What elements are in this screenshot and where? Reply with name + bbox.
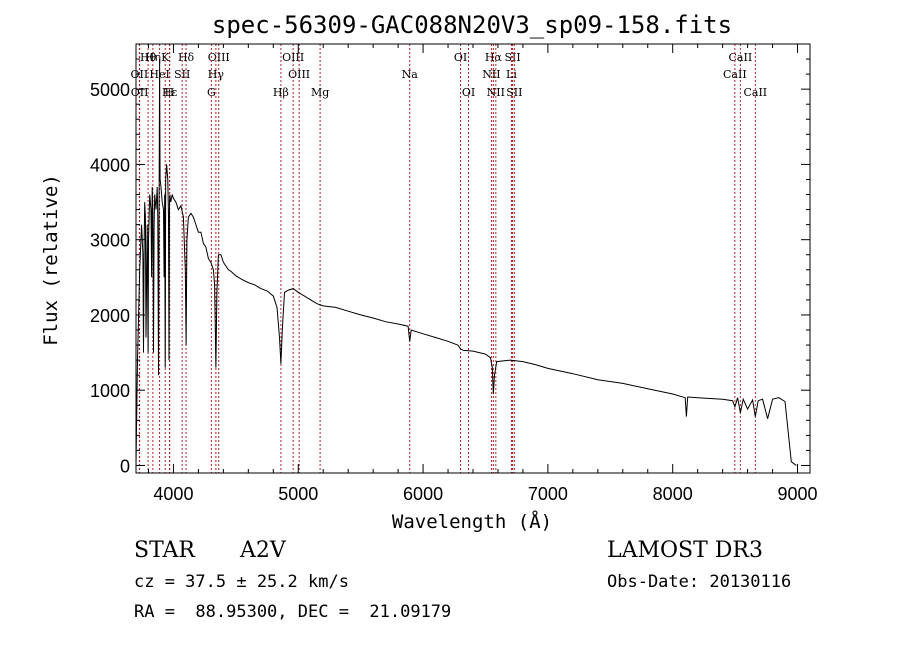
- line-marker-label: SII: [506, 86, 522, 99]
- y-tick-label: 3000: [90, 231, 130, 251]
- obs-date: Obs-Date: 20130116: [607, 572, 792, 592]
- line-marker-label: OII: [131, 86, 149, 99]
- object-class: STAR: [134, 538, 195, 563]
- line-marker-label: G: [207, 86, 216, 99]
- x-tick-label: 9000: [777, 484, 817, 504]
- x-tick-label: 8000: [653, 484, 693, 504]
- line-marker-label: OIII: [282, 51, 304, 64]
- y-tick-label: 5000: [90, 80, 130, 100]
- line-marker-label: CaII: [743, 86, 767, 99]
- x-tick-label: 5000: [278, 484, 318, 504]
- line-marker-label: CaII: [729, 51, 753, 64]
- line-marker-label: SII: [504, 51, 520, 64]
- x-tick-label: 4000: [153, 484, 193, 504]
- line-marker-label: NII: [487, 86, 505, 99]
- line-markers: HθHηKHδOIIIOIIIOIHαSIICaIIOIIHeISIIHγOII…: [131, 44, 767, 473]
- line-marker-label: Hα: [485, 51, 503, 64]
- line-marker-label: CaII: [723, 68, 747, 81]
- line-marker-label: Hγ: [208, 68, 225, 81]
- x-tick-label: 7000: [528, 484, 568, 504]
- line-marker-label: Hδ: [178, 51, 195, 64]
- line-marker-label: H: [165, 86, 175, 99]
- line-marker-label: OIII: [208, 51, 230, 64]
- line-marker-label: OI: [462, 86, 475, 99]
- y-axis-label: Flux (relative): [40, 174, 62, 346]
- line-marker-label: Li: [506, 68, 517, 81]
- coordinates-readout: RA = 88.95300, DEC = 21.09179: [134, 602, 452, 622]
- plot-frame: [135, 43, 811, 474]
- line-marker-label: K: [161, 51, 170, 64]
- line-marker-label: Hη: [145, 51, 161, 64]
- line-marker-label: SII: [174, 68, 190, 81]
- spectrum-line: [135, 59, 797, 466]
- y-tick-label: 4000: [90, 155, 130, 175]
- x-axis-label: Wavelength (Å): [392, 510, 552, 533]
- line-marker-label: OI: [454, 51, 467, 64]
- survey-name: LAMOST DR3: [607, 538, 763, 563]
- line-marker-label: OIII: [288, 68, 310, 81]
- line-marker-label: Hβ: [273, 86, 289, 99]
- y-tick-label: 0: [120, 456, 130, 476]
- redshift-readout: cz = 37.5 ± 25.2 km/s: [134, 572, 349, 592]
- y-axis: 0 1000 2000 3000 4000 5000: [90, 58, 810, 476]
- y-tick-label: 1000: [90, 381, 130, 401]
- line-marker-label: Na: [402, 68, 419, 81]
- chart-title: spec-56309-GAC088N20V3_sp09-158.fits: [212, 11, 732, 39]
- object-subclass: A2V: [240, 538, 286, 563]
- x-tick-label: 6000: [403, 484, 443, 504]
- x-axis: 4000 5000 6000 7000 8000 9000: [147, 44, 818, 504]
- line-marker-label: NII: [482, 68, 500, 81]
- line-marker-label: Mg: [311, 86, 329, 99]
- y-tick-label: 2000: [90, 306, 130, 326]
